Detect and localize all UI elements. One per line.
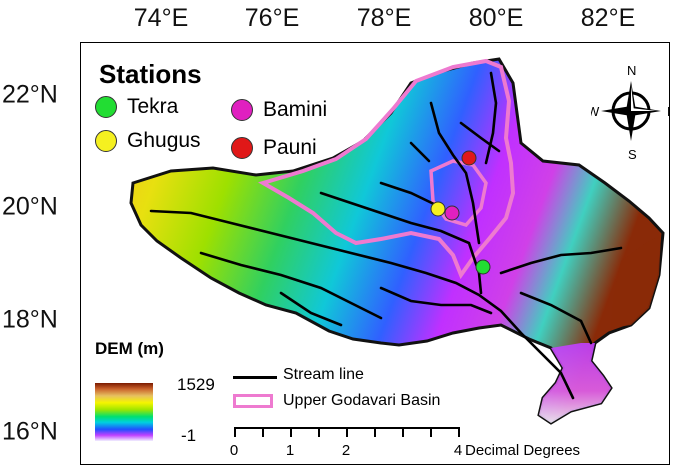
stream-lines [149, 71, 623, 400]
scale-unit-label: Decimal Degrees [465, 442, 581, 459]
legend-dot-pauni [231, 137, 253, 159]
station-ghugus-marker [430, 201, 446, 217]
basin-outline-label: Upper Godavari Basin [283, 392, 441, 409]
lat-tick-22: 22°N [2, 80, 58, 109]
legend-dot-tekra [95, 96, 117, 118]
scale-minor-tick [402, 427, 404, 437]
scale-label-2: 2 [341, 442, 351, 459]
legend-station-bamini: Bamini [231, 98, 327, 122]
compass-rose-icon: N S E W [591, 63, 670, 162]
legend-station-pauni: Pauni [231, 136, 317, 160]
scale-label-1: 1 [285, 442, 295, 459]
scale-tick-4 [458, 427, 460, 437]
compass-s: S [628, 147, 637, 162]
lat-tick-18: 18°N [2, 305, 58, 334]
map-canvas [129, 57, 665, 425]
station-bamini-marker [444, 205, 460, 221]
scale-tick-0 [234, 427, 236, 437]
legend-label-pauni: Pauni [263, 136, 317, 159]
scale-minor-tick [262, 427, 264, 437]
scale-label-0: 0 [229, 442, 239, 459]
basin-outline-swatch [233, 394, 273, 408]
station-pauni-marker [461, 150, 477, 166]
map-frame: Stations Tekra Bamini Ghugus Pauni N S E… [80, 42, 670, 465]
stream-line-swatch [233, 376, 277, 379]
dem-min-label: -1 [181, 426, 197, 445]
scale-minor-tick [430, 427, 432, 437]
legend-dot-bamini [231, 99, 253, 121]
delta-lowlands [539, 343, 611, 423]
legend-station-ghugus: Ghugus [95, 129, 201, 153]
lat-tick-20: 20°N [2, 192, 58, 221]
stations-legend-title: Stations [99, 59, 202, 89]
stream-line-label: Stream line [283, 366, 364, 383]
compass-w: W [591, 104, 600, 119]
scale-minor-tick [318, 427, 320, 437]
lon-tick-82: 82°E [580, 4, 636, 32]
legend-label-ghugus: Ghugus [127, 129, 201, 152]
dem-max-label: 1529 [177, 375, 215, 394]
lon-tick-74: 74°E [133, 4, 189, 32]
scale-minor-tick [374, 427, 376, 437]
lon-tick-80: 80°E [468, 4, 524, 32]
station-tekra-marker [475, 259, 491, 275]
dem-legend-title: DEM (m) [95, 339, 164, 358]
upper-godavari-outline [257, 58, 516, 280]
legend-label-tekra: Tekra [127, 95, 179, 118]
scale-label-4: 4 [453, 442, 463, 459]
lon-tick-76: 76°E [244, 4, 300, 32]
dem-color-ramp [95, 383, 153, 441]
eastern-highlands [611, 235, 661, 328]
legend-station-tekra: Tekra [95, 95, 178, 119]
legend-label-bamini: Bamini [263, 98, 328, 121]
legend-dot-ghugus [95, 130, 117, 152]
scale-tick-1 [290, 427, 292, 437]
lat-tick-16: 16°N [2, 417, 58, 446]
compass-e: E [667, 104, 670, 119]
compass-n: N [627, 63, 636, 78]
lon-tick-78: 78°E [356, 4, 412, 32]
scale-tick-2 [346, 427, 348, 437]
